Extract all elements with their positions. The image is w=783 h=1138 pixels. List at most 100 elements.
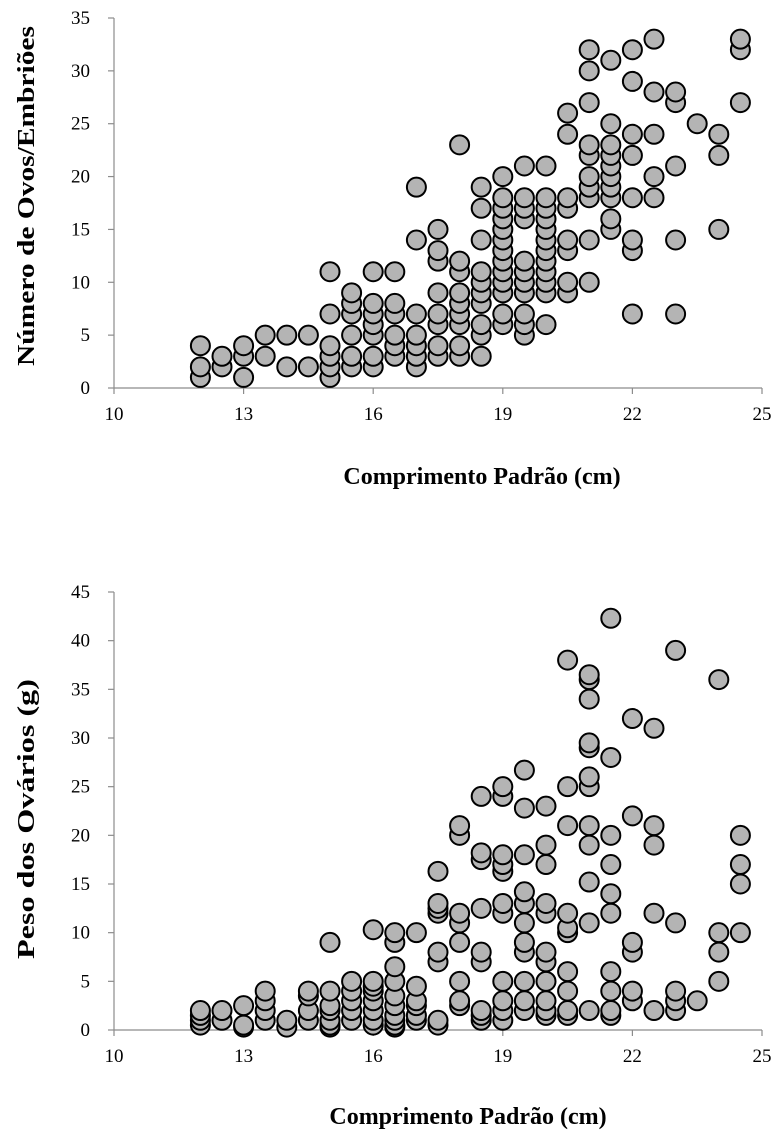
data-point xyxy=(492,166,514,188)
y-axis-title: Peso dos Ovários (g) xyxy=(14,679,40,959)
data-point xyxy=(557,1000,579,1022)
data-point xyxy=(341,282,363,304)
data-point xyxy=(492,776,514,798)
data-point xyxy=(254,345,276,367)
data-point xyxy=(578,229,600,251)
data-point xyxy=(578,912,600,934)
data-point xyxy=(600,1000,622,1022)
data-point xyxy=(449,902,471,924)
data-point xyxy=(600,854,622,876)
data-point xyxy=(319,931,341,953)
data-point xyxy=(449,335,471,357)
x-tick-label: 16 xyxy=(364,1046,383,1067)
data-point xyxy=(578,766,600,788)
data-point xyxy=(362,292,384,314)
data-point xyxy=(513,797,535,819)
data-point xyxy=(513,187,535,209)
data-point xyxy=(621,980,643,1002)
data-point xyxy=(492,187,514,209)
data-point xyxy=(643,166,665,188)
data-point xyxy=(189,335,211,357)
data-point xyxy=(708,922,730,944)
data-point xyxy=(535,941,557,963)
data-point xyxy=(600,961,622,983)
y-tick-label: 10 xyxy=(71,923,90,944)
data-point xyxy=(276,324,298,346)
y-tick-label: 5 xyxy=(81,325,91,346)
data-point xyxy=(427,335,449,357)
data-point xyxy=(470,261,492,283)
x-tick-label: 10 xyxy=(105,404,124,425)
x-tick-label: 25 xyxy=(753,1046,772,1067)
y-tick-label: 30 xyxy=(71,61,90,82)
data-point xyxy=(405,176,427,198)
data-point xyxy=(492,303,514,325)
data-point xyxy=(557,902,579,924)
data-point xyxy=(427,303,449,325)
data-point xyxy=(643,902,665,924)
data-point xyxy=(729,28,751,50)
y-tick-label: 15 xyxy=(71,874,90,895)
data-point xyxy=(341,345,363,367)
data-point xyxy=(276,1009,298,1031)
data-point xyxy=(211,1000,233,1022)
data-point xyxy=(449,990,471,1012)
data-point xyxy=(470,345,492,367)
data-point xyxy=(686,990,708,1012)
data-point xyxy=(513,970,535,992)
x-tick-label: 16 xyxy=(364,404,383,425)
data-point xyxy=(405,303,427,325)
x-tick-label: 13 xyxy=(234,404,253,425)
x-axis-title: Comprimento Padrão (cm) xyxy=(329,1104,606,1130)
y-tick-label: 20 xyxy=(71,825,90,846)
data-point xyxy=(513,931,535,953)
data-point xyxy=(405,922,427,944)
y-tick-label: 45 xyxy=(71,582,90,603)
data-point xyxy=(600,980,622,1002)
data-point xyxy=(557,980,579,1002)
data-point xyxy=(470,785,492,807)
data-point xyxy=(643,123,665,145)
data-point xyxy=(189,1000,211,1022)
x-tick-label: 19 xyxy=(493,404,512,425)
data-point xyxy=(578,664,600,686)
data-point xyxy=(319,261,341,283)
data-point xyxy=(470,197,492,219)
data-point xyxy=(233,366,255,388)
data-point xyxy=(535,834,557,856)
data-point xyxy=(449,282,471,304)
data-point xyxy=(276,356,298,378)
data-point xyxy=(729,854,751,876)
data-point xyxy=(621,805,643,827)
data-point xyxy=(470,229,492,251)
data-point xyxy=(513,759,535,781)
x-tick-label: 19 xyxy=(493,1046,512,1067)
data-point xyxy=(600,824,622,846)
data-point xyxy=(513,912,535,934)
data-point xyxy=(362,261,384,283)
data-point xyxy=(341,324,363,346)
data-point xyxy=(665,912,687,934)
chart-eggs-vs-length: 0 5 10 15 20 25 30 35 10 13 16 19 22 25 Comprimento Pa… xyxy=(14,8,772,490)
data-point xyxy=(665,639,687,661)
data-point xyxy=(600,113,622,135)
x-tick-label: 10 xyxy=(105,1046,124,1067)
data-point xyxy=(405,975,427,997)
data-point xyxy=(449,970,471,992)
data-point xyxy=(513,881,535,903)
data-point xyxy=(211,345,233,367)
data-point xyxy=(665,81,687,103)
data-point xyxy=(621,123,643,145)
data-point xyxy=(233,995,255,1017)
data-point xyxy=(600,208,622,230)
y-tick-label: 15 xyxy=(71,219,90,240)
data-point xyxy=(427,1009,449,1031)
data-point xyxy=(600,134,622,156)
data-point xyxy=(449,134,471,156)
data-point xyxy=(405,324,427,346)
data-point xyxy=(578,834,600,856)
data-point xyxy=(578,60,600,82)
y-tick-label: 10 xyxy=(71,272,90,293)
data-point xyxy=(621,39,643,61)
data-point xyxy=(600,49,622,71)
